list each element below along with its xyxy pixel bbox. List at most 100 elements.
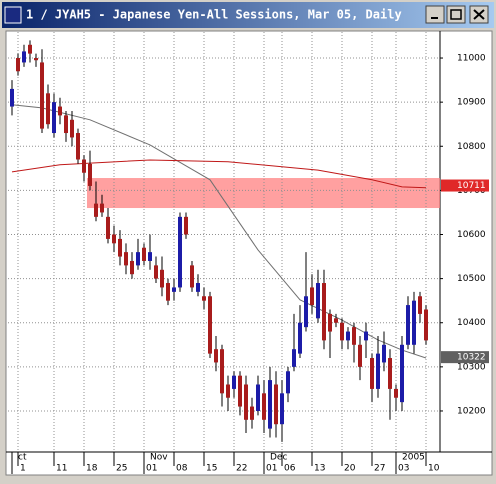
candle-body xyxy=(358,344,362,367)
candle-body xyxy=(34,58,38,61)
candle-body xyxy=(304,296,308,328)
maximize-icon xyxy=(450,9,462,20)
moving-average xyxy=(11,159,427,189)
candle-body xyxy=(124,252,128,266)
candle-body xyxy=(412,300,416,345)
candle-body xyxy=(400,344,404,403)
candle-body xyxy=(418,296,422,314)
minimize-button[interactable] xyxy=(425,5,445,24)
candle-body xyxy=(160,269,164,288)
x-tick-label: 20 xyxy=(344,464,356,474)
candle-body xyxy=(406,305,410,345)
candle-body xyxy=(52,102,56,134)
month-label: Nov xyxy=(150,453,168,463)
y-tick-label: 11000 xyxy=(457,54,486,64)
candle-body xyxy=(394,388,398,398)
candle-body xyxy=(376,353,380,389)
candle-body xyxy=(88,163,92,186)
candle-body xyxy=(40,62,44,129)
candle-body xyxy=(316,283,320,319)
candle-body xyxy=(76,133,80,160)
candle-body xyxy=(130,260,134,275)
candle-body xyxy=(190,265,194,288)
x-tick-label: 13 xyxy=(314,464,325,474)
candle-body xyxy=(10,88,14,107)
candle-body xyxy=(298,322,302,354)
candle-body xyxy=(70,119,74,138)
close-icon xyxy=(473,9,485,20)
x-tick-label: 08 xyxy=(176,464,188,474)
y-tick-label: 10900 xyxy=(457,98,486,108)
candle-body xyxy=(202,296,206,301)
candle-body xyxy=(16,58,20,72)
candle-body xyxy=(154,265,158,279)
candle-body xyxy=(280,393,284,425)
x-tick-label: 27 xyxy=(374,464,385,474)
candle-body xyxy=(118,238,122,257)
candle-body xyxy=(148,252,152,261)
x-tick-label: 06 xyxy=(284,464,296,474)
x-tick-label: 22 xyxy=(236,464,247,474)
candle-body xyxy=(340,322,344,341)
moving-average xyxy=(11,104,427,359)
candle-body xyxy=(226,384,230,398)
y-tick-label: 10200 xyxy=(457,406,486,416)
x-tick-label: 10 xyxy=(428,464,440,474)
y-tick-label: 10800 xyxy=(457,142,486,152)
candle-body xyxy=(286,371,290,394)
candle-body xyxy=(352,327,356,345)
candle-body xyxy=(64,115,68,134)
candle-body xyxy=(28,44,32,54)
candle-body xyxy=(172,287,176,292)
x-tick-label: 15 xyxy=(206,464,217,474)
candle-body xyxy=(214,349,218,363)
candle-body xyxy=(178,216,182,288)
candle-body xyxy=(112,234,116,244)
candle-body xyxy=(322,283,326,341)
candle-body xyxy=(82,159,86,173)
window-buttons[interactable] xyxy=(425,5,489,24)
x-tick-label: 03 xyxy=(398,464,409,474)
candle-body xyxy=(196,283,200,292)
x-tick-label: 01 xyxy=(266,464,277,474)
candle-body xyxy=(250,406,254,420)
month-label: 2005 xyxy=(402,453,425,463)
month-label: ct xyxy=(18,453,27,463)
candle-body xyxy=(46,93,50,125)
candle-body xyxy=(136,252,140,266)
candle-body xyxy=(268,380,272,429)
price-marker-label: 10322 xyxy=(457,353,486,363)
month-label: Dec xyxy=(270,453,287,463)
candle-body xyxy=(382,344,386,363)
y-tick-label: 10300 xyxy=(457,362,486,372)
y-tick-label: 10400 xyxy=(457,318,486,328)
window-title: 1 / JYAH5 - Japanese Yen-All Sessions, M… xyxy=(26,8,402,22)
x-tick-label: 11 xyxy=(56,464,67,474)
chart-panel xyxy=(5,30,493,476)
candle-body xyxy=(94,203,98,217)
candle-body xyxy=(364,331,368,341)
candle-body xyxy=(256,384,260,411)
candle-body xyxy=(388,358,392,389)
candle-body xyxy=(22,51,26,63)
y-tick-label: 10600 xyxy=(457,230,486,240)
candle-body xyxy=(184,216,188,235)
x-tick-label: 1 xyxy=(20,464,26,474)
candle-body xyxy=(424,309,428,341)
candle-body xyxy=(334,318,338,323)
candle-body xyxy=(232,375,236,389)
x-tick-label: 25 xyxy=(116,464,127,474)
app-icon xyxy=(4,6,22,24)
candle-body xyxy=(310,287,314,306)
title-bar xyxy=(2,2,494,28)
candle-body xyxy=(100,203,104,213)
candle-body xyxy=(346,331,350,341)
x-tick-label: 01 xyxy=(146,464,157,474)
candle-body xyxy=(166,283,170,301)
candle-body xyxy=(58,106,62,116)
maximize-button[interactable] xyxy=(446,5,466,24)
candle-body xyxy=(292,349,296,367)
candle-body xyxy=(106,216,110,239)
candle-body xyxy=(208,296,212,354)
